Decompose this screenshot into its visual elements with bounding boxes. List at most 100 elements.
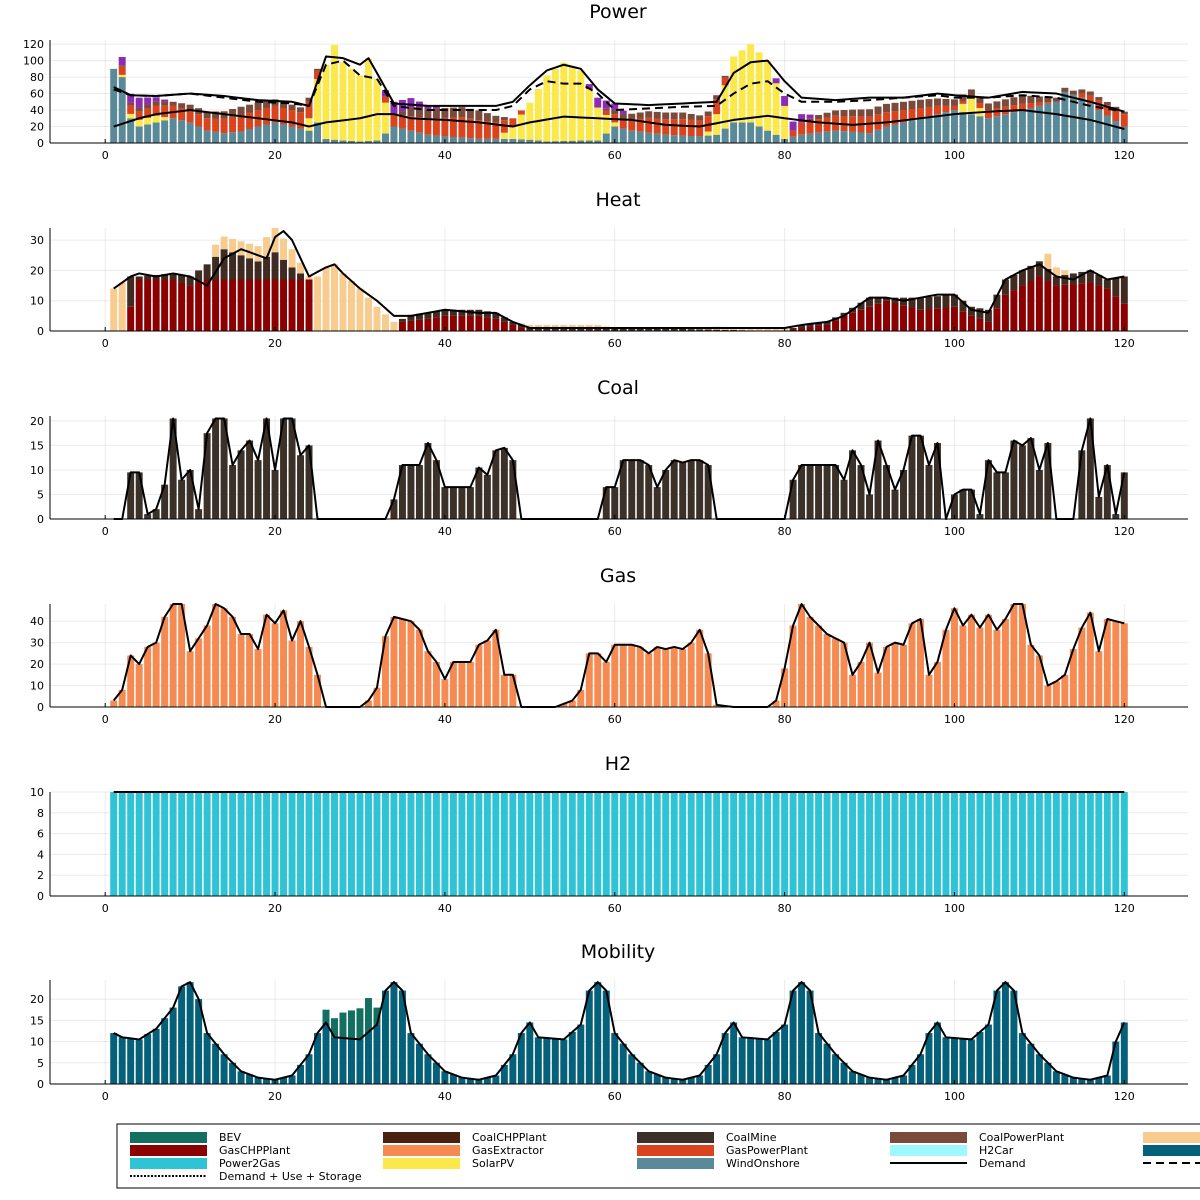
bar-coalpowerplant <box>152 101 160 106</box>
bar-mobility-fleet <box>1010 990 1018 1084</box>
bar-mobility-fleet <box>424 1054 432 1084</box>
bar-mobility-fleet <box>381 990 389 1084</box>
bar-heat-light-tan- <box>339 273 347 331</box>
bar-gaschpplant <box>1086 282 1094 331</box>
bar-gaschpplant <box>144 279 152 331</box>
bar-mobility-fleet <box>229 1062 237 1084</box>
bar-coalpowerplant <box>687 113 695 120</box>
bar-windonshore <box>823 131 831 143</box>
legend-label: GasExtractor <box>472 1144 544 1157</box>
bar-windonshore <box>415 132 423 143</box>
bar-coalmine <box>415 465 423 519</box>
bar-power2gas <box>815 792 823 896</box>
bar-gasextractor <box>976 627 984 707</box>
bar-power2gas <box>263 792 271 896</box>
bar-mobility-fleet <box>976 1032 984 1084</box>
bar-windonshore <box>866 133 874 143</box>
bar-windonshore <box>483 138 491 143</box>
bar-coalpowerplant <box>891 102 899 112</box>
bar-gaschpplant <box>1112 296 1120 331</box>
y-tick-label: 10 <box>30 295 44 308</box>
bar-windonshore <box>364 140 372 143</box>
bar-heat-light-tan- <box>297 262 305 274</box>
bar-power2gas <box>976 792 984 896</box>
bar-mobility-fleet <box>526 1022 534 1084</box>
bar-gasextractor <box>169 604 177 707</box>
bar-gasextractor <box>152 642 160 707</box>
bar-heat-light-tan- <box>568 324 576 328</box>
bar-mobility-fleet <box>560 1039 568 1084</box>
bar-gaschpplant <box>1018 285 1026 331</box>
bar-coalpowerplant <box>602 108 610 111</box>
bar-coalmine <box>645 465 653 519</box>
bar-power2gas <box>356 792 364 896</box>
bar-coalpowerplant <box>866 109 874 117</box>
bar-windonshore <box>849 131 857 143</box>
bar-coalchpplant <box>203 264 211 280</box>
bar-windonshore <box>110 68 118 143</box>
bar-gaschpplant <box>1078 283 1086 331</box>
chart-title: Mobility <box>581 941 656 963</box>
bar-gaspowerplant <box>619 118 627 129</box>
bar-windonshore <box>993 116 1001 143</box>
bar-gaschpplant <box>900 305 907 331</box>
bar-solarpv <box>135 119 143 127</box>
bar-gaspowerplant <box>483 121 491 139</box>
bar-power2gas <box>127 93 135 103</box>
bar-windonshore <box>1052 101 1060 143</box>
bar-gaschpplant <box>297 279 305 331</box>
bar-mobility-fleet <box>687 1077 695 1084</box>
bar-gasextractor <box>636 646 644 707</box>
bar-mobility-fleet <box>348 1038 355 1084</box>
bar-gasextractor <box>381 636 389 707</box>
bar-gaschpplant <box>475 315 483 331</box>
bar-coalpowerplant <box>449 107 457 118</box>
bar-gaspowerplant <box>713 99 721 115</box>
bar-power2gas <box>331 792 338 896</box>
bar-gaspowerplant <box>721 77 729 86</box>
bar-coalpowerplant <box>1001 99 1009 107</box>
bar-coalmine <box>679 462 687 519</box>
bar-coalchpplant <box>398 318 406 322</box>
x-tick-label: 60 <box>608 337 622 350</box>
bar-gasextractor <box>679 649 687 707</box>
legend-item: CoalPowerPlant <box>890 1131 1065 1144</box>
bar-coalmine <box>832 465 840 519</box>
y-tick-label: 40 <box>30 615 44 628</box>
bar-coalpowerplant <box>967 89 975 97</box>
bar-power2gas <box>364 792 372 896</box>
bar-heat-light-tan- <box>220 236 228 250</box>
bar-gaspowerplant <box>704 116 712 132</box>
bar-windonshore <box>229 132 237 143</box>
bar-mobility-fleet <box>628 1054 636 1084</box>
bar-mobility-fleet <box>212 1043 220 1084</box>
line-demand <box>113 981 1126 1081</box>
bar-heat-light-tan- <box>246 243 254 259</box>
bar-gasextractor <box>237 634 245 707</box>
bar-power2gas <box>925 792 933 896</box>
bar-coalmine <box>186 469 194 519</box>
chart-title: Coal <box>597 377 639 399</box>
bar-gaspowerplant <box>789 130 797 137</box>
bar-gasextractor <box>577 689 585 707</box>
bar-gaschpplant <box>263 279 271 331</box>
bar-power2gas <box>1069 792 1077 896</box>
x-tick-label: 100 <box>944 149 965 162</box>
bar-coalchpplant <box>636 328 644 331</box>
bar-power2gas <box>229 792 237 896</box>
bar-windonshore <box>679 135 687 143</box>
bar-mobility-fleet <box>950 1038 958 1084</box>
bar-windonshore <box>127 118 135 143</box>
x-tick-label: 100 <box>944 337 965 350</box>
x-tick-label: 80 <box>778 713 792 726</box>
bar-gaspowerplant <box>492 122 500 139</box>
bar-gasextractor <box>585 653 593 707</box>
bar-gaspowerplant <box>1078 93 1086 98</box>
bar-power2gas <box>602 792 610 896</box>
bar-windonshore <box>1078 97 1086 143</box>
bar-coalpowerplant <box>1086 91 1094 96</box>
bar-mobility-fleet <box>373 1024 381 1084</box>
bar-mobility-fleet <box>713 1054 721 1084</box>
bar-gaschpplant <box>1044 281 1052 331</box>
